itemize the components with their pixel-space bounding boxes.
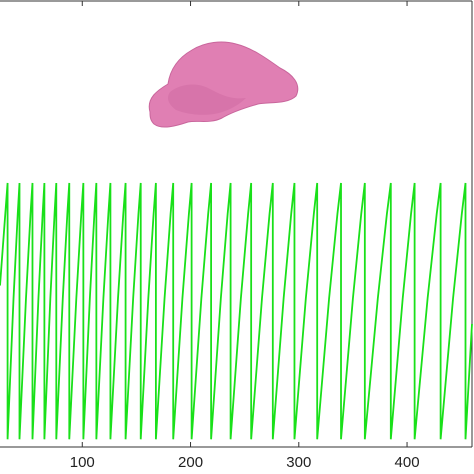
- pink-shape: [148, 41, 299, 128]
- x-tick-label: 200: [178, 454, 203, 471]
- x-tick-label: 400: [395, 454, 420, 471]
- x-tick-label: 100: [70, 454, 95, 471]
- pink-shade: [168, 84, 246, 115]
- data-line: [0, 182, 473, 440]
- x-tick-label: 300: [286, 454, 311, 471]
